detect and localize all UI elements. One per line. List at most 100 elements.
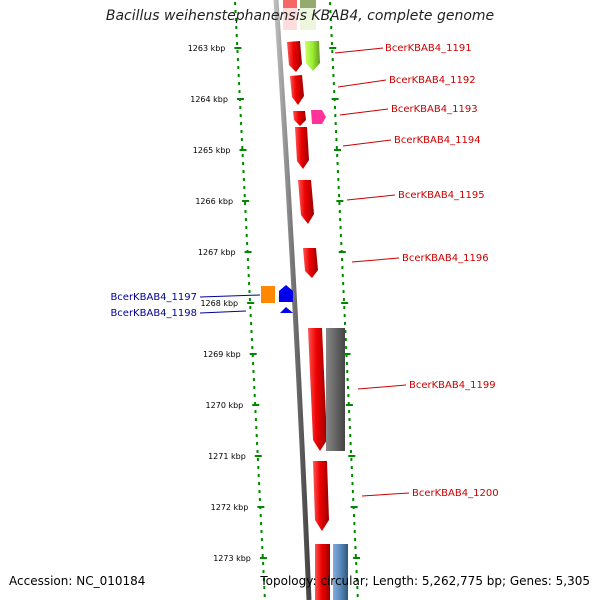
right-ring-dot	[346, 378, 349, 381]
right-ring-dot	[332, 66, 335, 69]
gene-feature-top-left	[283, 8, 297, 30]
right-ring-dot	[356, 586, 359, 589]
gene-label[interactable]: BcerKBAB4_1191	[385, 43, 472, 54]
gene-label[interactable]: BcerKBAB4_1192	[389, 75, 476, 86]
right-ring-dot	[347, 402, 350, 405]
right-ring-dot	[338, 194, 341, 197]
gene-label-leader	[199, 294, 261, 298]
right-ring-dot	[333, 90, 336, 93]
left-ring-dot	[249, 314, 252, 317]
left-ring-dot	[237, 74, 240, 77]
left-ring-dot	[256, 442, 259, 445]
gene-label-leader	[361, 492, 410, 497]
left-ring-dot	[238, 82, 241, 85]
left-ring-dot	[250, 338, 253, 341]
kbp-tick-right	[331, 98, 339, 100]
gene-label[interactable]: BcerKBAB4_1198	[110, 308, 197, 319]
gene-arrow-1196	[303, 248, 318, 278]
kbp-tick-right	[348, 455, 356, 457]
right-ring-dot	[354, 538, 357, 541]
kbp-tick-left	[252, 404, 260, 406]
left-ring-dot	[239, 106, 242, 109]
kbp-scale: 1263 kbp 1264 kbp 1265 kbp 1266 kbp 1267 kbp…	[188, 44, 361, 563]
kbp-tick-right	[345, 404, 353, 406]
left-ring-dot	[258, 482, 261, 485]
kbp-label: 1264 kbp	[190, 95, 228, 104]
left-ring-dot	[236, 58, 239, 61]
left-ring-dot	[241, 146, 244, 149]
gene-label-leader	[346, 194, 396, 201]
gene-label[interactable]: BcerKBAB4_1196	[402, 253, 489, 264]
left-ring-dot	[253, 386, 256, 389]
left-ring-dot	[248, 290, 251, 293]
right-ring-dot	[339, 218, 342, 221]
left-ring-dot	[248, 298, 251, 301]
right-ring-dot	[351, 474, 354, 477]
left-ring-dot	[258, 498, 261, 501]
left-ring-dot	[255, 434, 258, 437]
kbp-tick-left	[254, 455, 262, 457]
left-ring-dot	[259, 514, 262, 517]
right-ring-dot	[339, 226, 342, 229]
kbp-label: 1269 kbp	[203, 350, 241, 359]
left-ring-dot	[234, 18, 237, 21]
right-ring-dot	[350, 450, 352, 453]
right-tick-ring	[329, 2, 359, 597]
left-ring-dot	[251, 354, 254, 357]
left-ring-dot	[243, 194, 246, 197]
kbp-tick-left	[242, 200, 250, 202]
kbp-label: 1266 kbp	[195, 197, 233, 206]
left-ring-dot	[263, 594, 266, 597]
left-ring-dot	[240, 122, 243, 125]
left-ring-dot	[234, 10, 237, 13]
left-ring-dot	[250, 330, 253, 333]
gene-feature-top-right-edge	[300, 0, 316, 8]
right-ring-dot	[343, 314, 346, 317]
left-ring-dot	[248, 282, 251, 285]
left-ring-dot	[247, 274, 250, 277]
right-ring-dot	[352, 514, 355, 517]
gene-feature-bottom-blue	[333, 544, 348, 600]
right-ring-dot	[330, 26, 333, 29]
left-ring-dot	[251, 346, 254, 349]
right-ring-dot	[331, 50, 334, 53]
left-ring-dot	[262, 578, 265, 581]
left-ring-dot	[245, 234, 248, 237]
gene-label[interactable]: BcerKBAB4_1193	[391, 104, 478, 115]
right-ring-dot	[348, 410, 351, 413]
left-ring-dot	[261, 554, 264, 557]
left-ring-dot	[244, 210, 247, 213]
right-ring-dot	[338, 202, 341, 205]
right-ring-dot	[349, 442, 352, 445]
kbp-tick-right	[350, 506, 358, 508]
right-ring-dot	[331, 58, 334, 61]
right-ring-dot	[356, 594, 359, 597]
gene-label[interactable]: BcerKBAB4_1195	[398, 190, 485, 201]
gene-arrow-1192	[290, 75, 304, 105]
kbp-label: 1268 kbp	[200, 299, 238, 308]
gene-label[interactable]: BcerKBAB4_1194	[394, 135, 481, 146]
gene-label-leader	[351, 257, 400, 263]
left-ring-dot	[252, 378, 255, 381]
left-ring-dot	[249, 306, 252, 309]
kbp-tick-right	[343, 353, 351, 355]
left-ring-dot	[260, 530, 263, 533]
kbp-tick-left	[257, 506, 265, 508]
gene-label[interactable]: BcerKBAB4_1200	[412, 488, 499, 499]
kbp-label: 1263 kbp	[188, 44, 226, 53]
kbp-tick-left	[247, 302, 255, 304]
gene-label[interactable]: BcerKBAB4_1199	[409, 380, 496, 391]
kbp-tick-right	[353, 557, 361, 559]
kbp-tick-left	[239, 149, 247, 151]
gene-label[interactable]: BcerKBAB4_1197	[110, 292, 197, 303]
gene-label-leader	[334, 47, 384, 54]
left-ring-dot	[244, 218, 247, 221]
left-ring-dot	[246, 258, 249, 261]
left-ring-dot	[258, 490, 261, 493]
right-ring-dot	[332, 74, 335, 77]
left-ring-dot	[262, 570, 265, 573]
left-ring-dot	[239, 114, 242, 117]
right-ring-dot	[336, 154, 339, 157]
right-ring-dot	[341, 274, 344, 277]
kbp-label: 1265 kbp	[193, 146, 231, 155]
